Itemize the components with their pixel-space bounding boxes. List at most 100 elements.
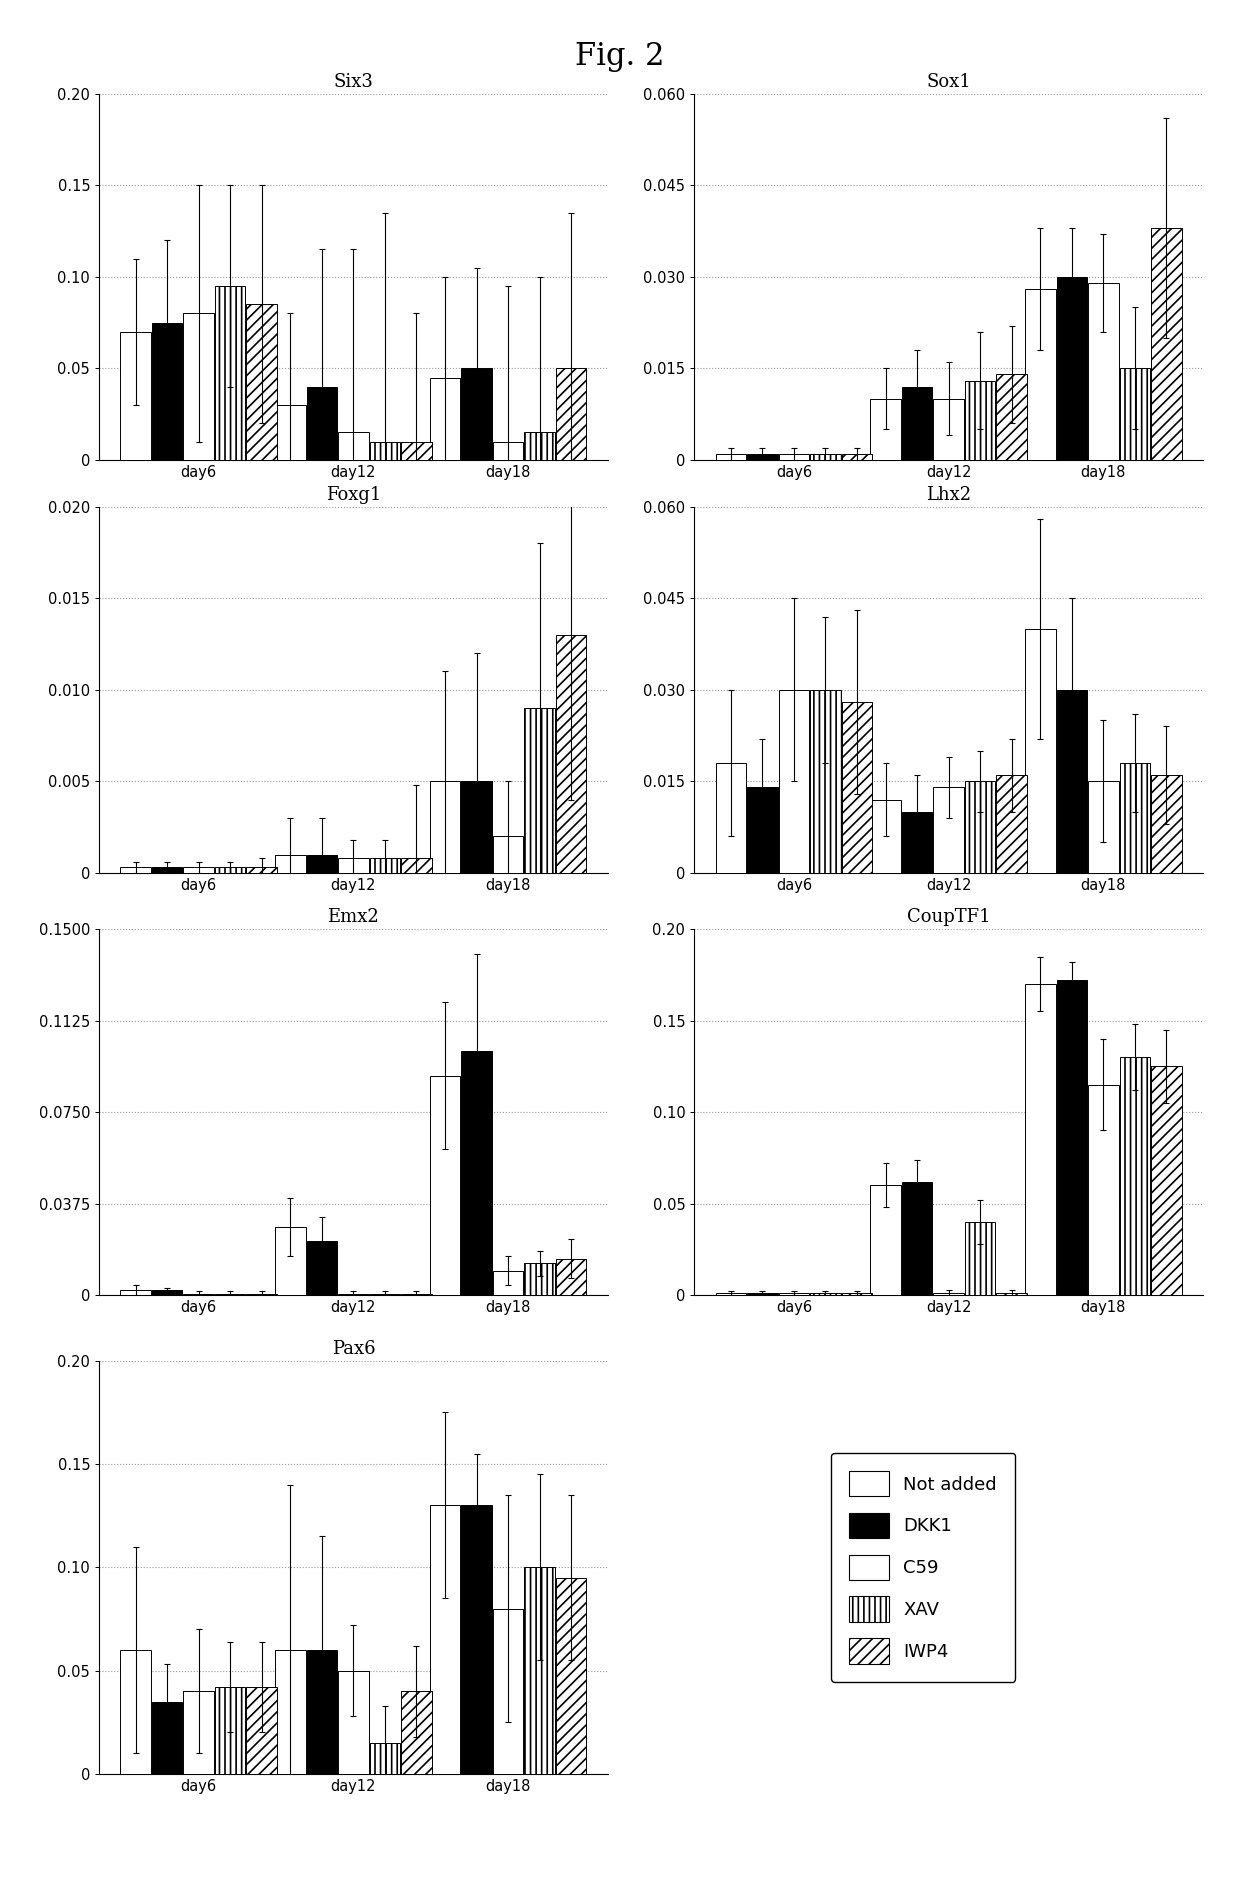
Bar	[153, 1289, 182, 1295]
Text: Fig. 2: Fig. 2	[575, 41, 665, 73]
Bar	[494, 1271, 523, 1295]
Bar	[525, 1567, 554, 1774]
Bar	[461, 368, 492, 460]
Bar	[370, 1742, 401, 1774]
Bar	[153, 867, 182, 873]
Bar	[715, 762, 746, 873]
Bar	[997, 775, 1027, 873]
Bar	[215, 1687, 246, 1774]
Bar	[1151, 775, 1182, 873]
Bar	[1120, 762, 1149, 873]
Bar	[965, 1222, 996, 1295]
Bar	[934, 788, 963, 873]
Bar	[1089, 283, 1118, 460]
Legend: Not added, DKK1, C59, XAV, IWP4: Not added, DKK1, C59, XAV, IWP4	[831, 1453, 1016, 1682]
Bar	[1056, 689, 1087, 873]
Bar	[184, 1691, 213, 1774]
Bar	[402, 1691, 432, 1774]
Bar	[120, 1650, 151, 1774]
Bar	[275, 405, 305, 460]
Bar	[870, 400, 900, 460]
Bar	[494, 1609, 523, 1774]
Bar	[247, 304, 277, 460]
Bar	[153, 323, 182, 460]
Bar	[430, 1076, 460, 1295]
Bar	[306, 1241, 337, 1295]
Bar	[715, 454, 746, 460]
Bar	[430, 781, 460, 873]
Bar	[556, 1259, 587, 1295]
Bar	[1089, 1085, 1118, 1295]
Bar	[402, 441, 432, 460]
Bar	[870, 1186, 900, 1295]
Bar	[1151, 1066, 1182, 1295]
Bar	[215, 285, 246, 460]
Bar	[525, 432, 554, 460]
Bar	[1025, 984, 1055, 1295]
Bar	[1056, 278, 1087, 460]
Bar	[247, 1687, 277, 1774]
Bar	[461, 1505, 492, 1774]
Bar	[494, 837, 523, 873]
Bar	[306, 1650, 337, 1774]
Bar	[748, 788, 777, 873]
Bar	[556, 634, 587, 873]
Bar	[525, 1263, 554, 1295]
Bar	[779, 689, 808, 873]
Bar	[842, 702, 872, 873]
Bar	[842, 454, 872, 460]
Bar	[965, 781, 996, 873]
Bar	[810, 689, 841, 873]
Bar	[525, 708, 554, 873]
Bar	[1120, 368, 1149, 460]
Bar	[810, 454, 841, 460]
Bar	[120, 332, 151, 460]
Bar	[934, 400, 963, 460]
Bar	[275, 854, 305, 873]
Bar	[402, 858, 432, 873]
Bar	[306, 854, 337, 873]
Title: Sox1: Sox1	[926, 73, 971, 90]
Bar	[461, 1051, 492, 1295]
Bar	[494, 441, 523, 460]
Bar	[901, 811, 932, 873]
Bar	[901, 387, 932, 460]
Bar	[184, 313, 213, 460]
Title: Lhx2: Lhx2	[926, 486, 971, 503]
Bar	[275, 1650, 305, 1774]
Bar	[339, 858, 368, 873]
Bar	[1056, 980, 1087, 1295]
Title: Foxg1: Foxg1	[326, 486, 381, 503]
Bar	[306, 387, 337, 460]
Bar	[215, 867, 246, 873]
Bar	[120, 867, 151, 873]
Bar	[748, 454, 777, 460]
Bar	[430, 1505, 460, 1774]
Bar	[870, 800, 900, 873]
Title: Pax6: Pax6	[331, 1340, 376, 1357]
Bar	[1120, 1057, 1149, 1295]
Bar	[370, 858, 401, 873]
Bar	[370, 441, 401, 460]
Title: Six3: Six3	[334, 73, 373, 90]
Title: Emx2: Emx2	[327, 908, 379, 925]
Bar	[275, 1228, 305, 1295]
Bar	[120, 1289, 151, 1295]
Bar	[1025, 629, 1055, 873]
Bar	[339, 1671, 368, 1774]
Bar	[247, 867, 277, 873]
Bar	[339, 432, 368, 460]
Bar	[779, 454, 808, 460]
Bar	[965, 381, 996, 460]
Bar	[1025, 289, 1055, 460]
Bar	[184, 867, 213, 873]
Bar	[1151, 229, 1182, 460]
Bar	[997, 375, 1027, 460]
Bar	[556, 368, 587, 460]
Bar	[901, 1183, 932, 1295]
Title: CoupTF1: CoupTF1	[906, 908, 991, 925]
Bar	[461, 781, 492, 873]
Bar	[153, 1701, 182, 1774]
Bar	[430, 377, 460, 460]
Bar	[556, 1577, 587, 1774]
